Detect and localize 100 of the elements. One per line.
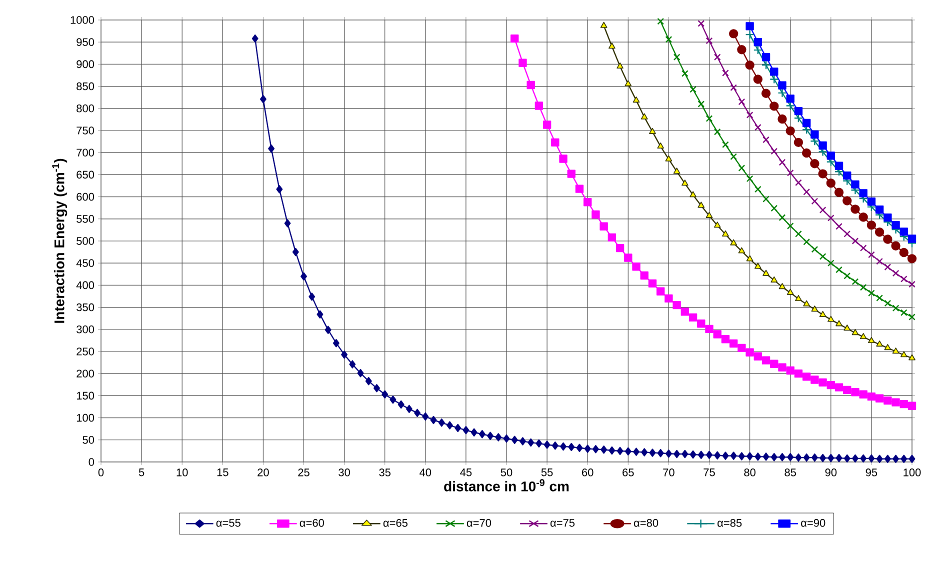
point (802, 118, 811, 128)
point (713, 330, 722, 338)
point (868, 336, 875, 344)
point (648, 279, 657, 288)
point (826, 152, 835, 160)
x-tick-label: 50 (500, 468, 512, 476)
point (762, 53, 770, 62)
point (860, 244, 867, 252)
point (892, 304, 900, 312)
point (803, 238, 810, 246)
point (673, 168, 680, 174)
point (884, 264, 892, 270)
point (608, 42, 616, 49)
point (858, 212, 868, 222)
point (567, 170, 576, 178)
point (526, 80, 535, 90)
point (884, 213, 892, 222)
point (900, 400, 908, 408)
point (826, 380, 835, 390)
point (843, 386, 852, 394)
legend-label: α=60 (300, 519, 324, 527)
x-tick-label: 65 (622, 468, 634, 476)
point (665, 36, 672, 43)
y-tick-label: 900 (76, 60, 94, 68)
point (884, 396, 892, 405)
point (698, 20, 705, 27)
y-tick-label: 50 (82, 436, 94, 444)
point (795, 179, 802, 186)
y-tick-label: 850 (76, 82, 94, 90)
point (778, 114, 787, 124)
x-tick-label: 0 (98, 468, 104, 476)
point (745, 60, 754, 70)
point (908, 234, 916, 243)
point (690, 86, 696, 93)
point (867, 198, 876, 206)
point (852, 278, 859, 286)
x-tick-label: 95 (866, 468, 878, 476)
point (705, 324, 714, 334)
point (860, 284, 867, 291)
point (681, 70, 688, 77)
x-tick-label: 85 (784, 468, 796, 476)
point (819, 253, 826, 260)
point (762, 356, 770, 364)
point (632, 96, 640, 103)
point (698, 202, 705, 208)
x-tick-label: 10 (176, 468, 188, 476)
y-tick-label: 950 (76, 38, 94, 46)
point (851, 388, 860, 396)
point (802, 372, 811, 381)
point (859, 390, 868, 398)
point (892, 348, 900, 354)
point (632, 262, 640, 271)
point (908, 354, 916, 360)
point (665, 155, 672, 162)
point (778, 158, 786, 166)
y-tick-label: 1000 (70, 16, 94, 24)
point (688, 313, 698, 322)
x-tick-label: 45 (460, 468, 472, 476)
point (852, 238, 859, 244)
point (836, 266, 842, 274)
point (786, 169, 794, 176)
x-tick-label: 100 (904, 468, 921, 476)
point (656, 287, 665, 296)
y-tick-label: 350 (76, 303, 94, 312)
point (851, 180, 860, 189)
point (746, 175, 754, 182)
y-tick-label: 100 (76, 414, 94, 422)
point (803, 188, 810, 196)
point (778, 81, 786, 90)
point (834, 162, 844, 170)
point (907, 254, 917, 264)
point (844, 230, 851, 238)
x-tick-label: 75 (704, 468, 715, 476)
point (762, 196, 770, 202)
point (876, 294, 883, 302)
point (884, 344, 892, 350)
point (778, 214, 786, 221)
point (730, 153, 738, 160)
point (900, 228, 908, 236)
point (738, 98, 746, 106)
point (584, 198, 592, 206)
point (714, 222, 721, 228)
point (860, 333, 867, 340)
point (762, 136, 770, 144)
point (778, 363, 786, 372)
point (803, 300, 810, 306)
legend-label: α=85 (718, 519, 742, 527)
point (706, 37, 713, 44)
point (827, 260, 834, 267)
point (762, 270, 770, 276)
point (843, 171, 852, 180)
x-axis-title: distance in 10$^{-9}$ cm (444, 479, 569, 492)
point (818, 378, 827, 387)
point (761, 60, 771, 70)
point (575, 184, 584, 193)
y-tick-label: 800 (76, 104, 94, 112)
x-tick-label: 35 (379, 468, 390, 476)
y-tick-label: 300 (76, 326, 94, 334)
y-tick-label: 0 (88, 458, 94, 466)
point (664, 294, 673, 303)
